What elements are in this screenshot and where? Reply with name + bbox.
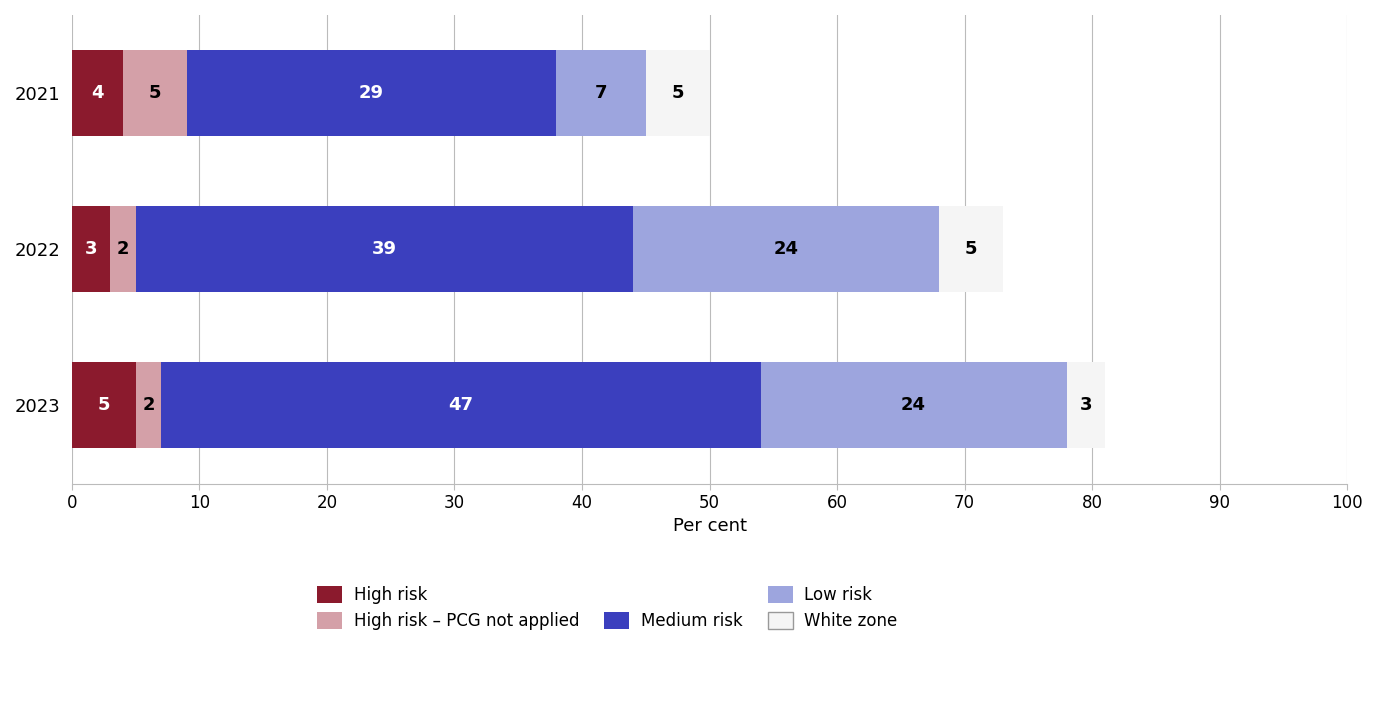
Text: 39: 39 bbox=[372, 240, 397, 258]
Bar bbox=[72, 50, 123, 136]
Text: 5: 5 bbox=[671, 84, 683, 102]
Text: 3: 3 bbox=[1079, 397, 1091, 415]
Bar bbox=[186, 50, 557, 136]
Bar bbox=[135, 207, 633, 292]
Bar bbox=[557, 50, 646, 136]
Text: 2: 2 bbox=[142, 397, 154, 415]
Bar bbox=[938, 207, 1003, 292]
Text: 47: 47 bbox=[448, 397, 473, 415]
Text: 5: 5 bbox=[98, 397, 110, 415]
Bar bbox=[135, 362, 161, 449]
Text: 24: 24 bbox=[901, 397, 926, 415]
Bar bbox=[110, 207, 135, 292]
Text: 2: 2 bbox=[117, 240, 130, 258]
Text: 5: 5 bbox=[149, 84, 161, 102]
X-axis label: Per cent: Per cent bbox=[672, 518, 747, 536]
Text: 29: 29 bbox=[360, 84, 384, 102]
Bar bbox=[123, 50, 186, 136]
Bar bbox=[1067, 362, 1105, 449]
Bar bbox=[761, 362, 1067, 449]
Bar bbox=[72, 207, 110, 292]
Text: 24: 24 bbox=[773, 240, 798, 258]
Bar bbox=[646, 50, 710, 136]
Bar bbox=[633, 207, 938, 292]
Legend: High risk, High risk – PCG not applied, , Medium risk, Low risk, White zone: High risk, High risk – PCG not applied, … bbox=[317, 585, 897, 630]
Text: 4: 4 bbox=[91, 84, 103, 102]
Text: 7: 7 bbox=[595, 84, 608, 102]
Bar bbox=[161, 362, 761, 449]
Bar bbox=[72, 362, 135, 449]
Text: 5: 5 bbox=[965, 240, 977, 258]
Text: 3: 3 bbox=[84, 240, 98, 258]
